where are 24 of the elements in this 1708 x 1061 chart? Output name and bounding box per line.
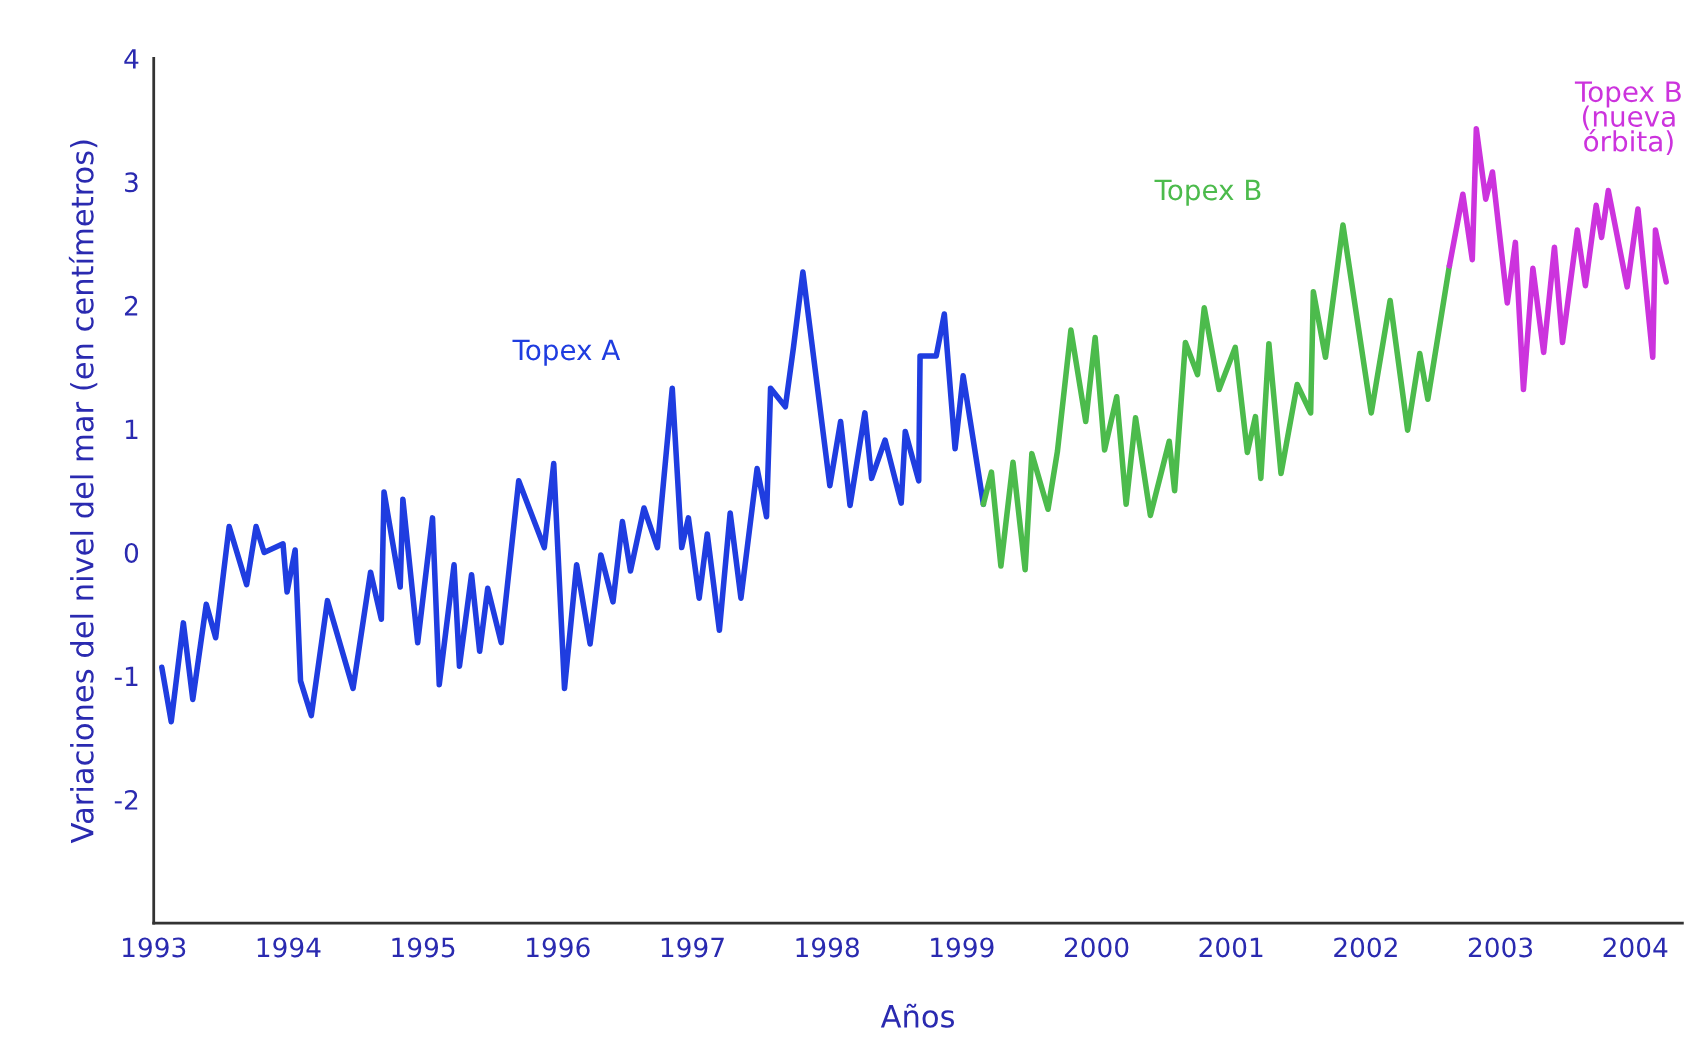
- y-axis-title: Variaciones del nivel del mar (en centímetros): [68, 140, 98, 844]
- y-tick-label: 2: [124, 295, 138, 316]
- y-tick-label: 0: [124, 542, 139, 563]
- x-tick-label: 2003: [1468, 937, 1533, 958]
- y-tick-label: -1: [114, 666, 138, 687]
- x-tick-label: 1999: [931, 937, 994, 958]
- y-tick-label: 4: [124, 49, 139, 69]
- x-tick-label: 2000: [1064, 937, 1129, 958]
- x-tick-label: 1998: [796, 937, 859, 958]
- x-tick-label: 2002: [1334, 937, 1397, 958]
- x-axis-title: Años: [880, 1003, 954, 1028]
- x-tick-label: 2004: [1603, 937, 1668, 958]
- series-label: Topex B (nueva órbita): [1574, 81, 1681, 155]
- text: Topex B: [1154, 179, 1261, 206]
- y-tick-label: 1: [125, 419, 138, 439]
- x-tick-label: 1994: [257, 937, 321, 958]
- x-tick-label: 1995: [392, 937, 455, 958]
- text: Topex A: [512, 339, 621, 366]
- x-tick-label: 1996: [527, 937, 590, 958]
- x-tick-label: 1993: [123, 937, 186, 958]
- x-tick-label: 1997: [661, 937, 724, 958]
- y-tick-label: 3: [125, 172, 138, 193]
- x-tick-label: 2001: [1199, 937, 1263, 958]
- y-tick-label: -2: [114, 789, 138, 810]
